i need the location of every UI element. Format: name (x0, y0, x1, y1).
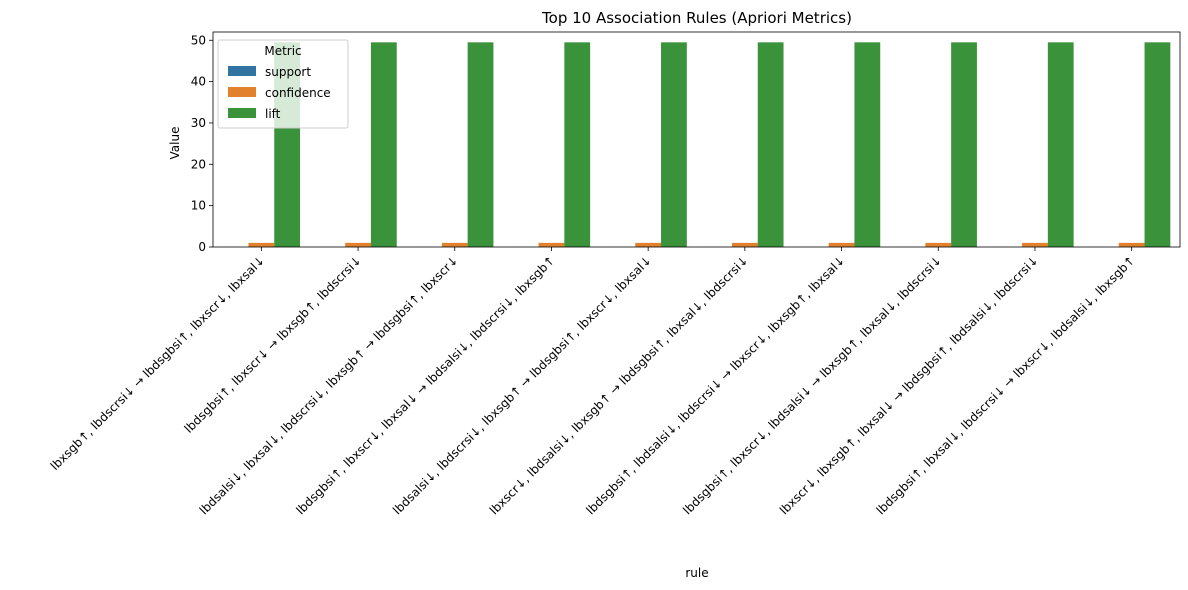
legend-label-support: support (265, 65, 311, 79)
bar-confidence (1118, 242, 1145, 247)
bar-lift (370, 42, 397, 248)
y-tick-label: 0 (198, 240, 206, 254)
bar-confidence (828, 242, 855, 247)
y-tick-label: 50 (191, 33, 206, 47)
chart-title: Top 10 Association Rules (Apriori Metric… (541, 9, 852, 27)
legend-swatch-confidence (228, 87, 256, 97)
y-tick-label: 10 (191, 199, 206, 213)
y-tick-label: 40 (191, 75, 206, 89)
bar-lift (467, 42, 494, 248)
legend-frame (217, 39, 349, 129)
bar-lift (854, 42, 881, 248)
legend: Metric support confidence lift (217, 39, 349, 129)
bar-confidence (925, 242, 952, 247)
bar-confidence (731, 242, 758, 247)
legend-items: support confidence lift (228, 65, 331, 121)
bar-lift (757, 42, 784, 248)
bar-lift (564, 42, 591, 248)
x-tick-label: lbxsgb↑, lbdscrsi↓ → lbdsgbsi↑, lbxscr↓,… (48, 253, 268, 473)
bar-lift (951, 42, 977, 248)
x-tick-label: lbdsgbsi↑, lbxscr↓ → lbxsgb↑, lbdscrsi↓ (182, 253, 365, 436)
y-tick-label: 20 (191, 157, 206, 171)
y-tick-label: 30 (191, 116, 206, 130)
y-axis-label: Value (168, 127, 182, 160)
legend-swatch-lift (228, 108, 256, 118)
bar-confidence (248, 242, 275, 247)
bar-confidence (345, 242, 371, 247)
bar-confidence (441, 242, 468, 247)
legend-swatch-support (228, 66, 256, 76)
bar-confidence (538, 242, 565, 247)
legend-label-lift: lift (265, 107, 281, 121)
bar-lift (1144, 42, 1171, 248)
x-axis-label: rule (685, 566, 708, 580)
bar-confidence (1022, 242, 1048, 247)
axes-frame (212, 31, 1181, 248)
legend-title: Metric (264, 44, 301, 58)
bar-lift (661, 42, 687, 248)
legend-label-confidence: confidence (265, 86, 331, 100)
bar-lift (1047, 42, 1074, 248)
bar-confidence (635, 242, 662, 247)
